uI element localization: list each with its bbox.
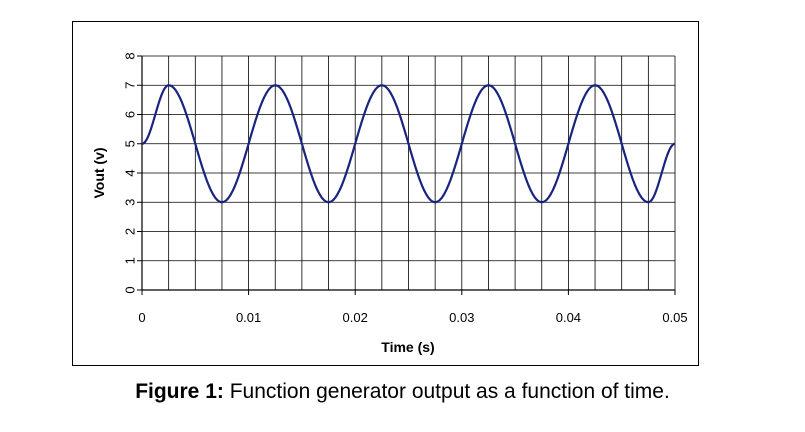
y-tick-label: 6 xyxy=(122,111,137,118)
y-tick-label: 7 xyxy=(122,82,137,89)
x-tick-label: 0.01 xyxy=(236,310,261,325)
axes xyxy=(137,55,676,295)
series-line xyxy=(141,84,676,204)
caption-label: Figure 1: xyxy=(135,380,224,403)
y-tick-label: 0 xyxy=(122,286,137,293)
y-tick-label: 1 xyxy=(122,257,137,264)
x-tick-label: 0 xyxy=(138,310,145,325)
tick-labels: 0 1 2 3 4 5 6 7 8 0 0.01 0.02 0.03 0.04 0.05 xyxy=(122,52,687,325)
y-tick-label: 5 xyxy=(122,140,137,147)
y-tick-label: 4 xyxy=(122,169,137,176)
x-tick-label: 0.04 xyxy=(556,310,581,325)
chart-frame xyxy=(72,21,699,366)
x-axis-label: Time (s) xyxy=(381,339,434,355)
figure-caption: Figure 1: Function generator output as a… xyxy=(0,380,805,404)
caption-text: Function generator output as a function … xyxy=(223,380,670,403)
y-tick-label: 8 xyxy=(122,52,137,59)
x-tick-label: 0.03 xyxy=(449,310,474,325)
y-tick-label: 2 xyxy=(122,228,137,235)
x-tick-label: 0.05 xyxy=(662,310,687,325)
grid xyxy=(141,55,676,291)
x-tick-label: 0.02 xyxy=(343,310,368,325)
y-axis-label: Vout (v) xyxy=(91,147,107,198)
series xyxy=(141,84,676,204)
y-tick-label: 3 xyxy=(122,199,137,206)
